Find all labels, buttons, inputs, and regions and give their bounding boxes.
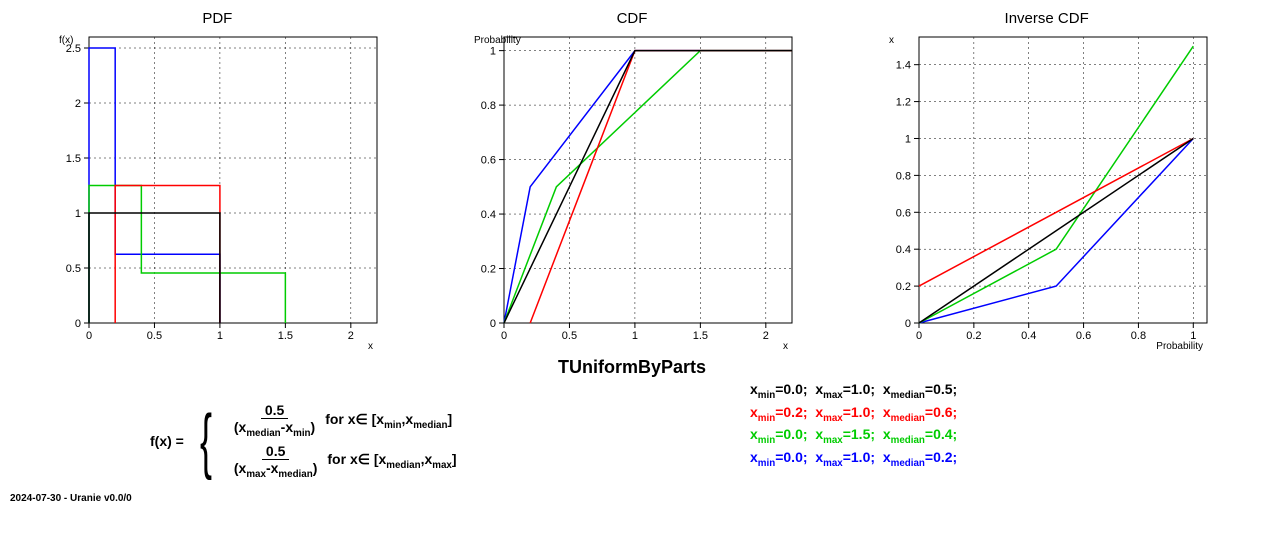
svg-text:0.6: 0.6 xyxy=(895,207,910,219)
svg-text:0.5: 0.5 xyxy=(147,330,162,342)
param-row-green: xmin=0.0; xmax=1.5; xmedian=0.4; xyxy=(750,425,957,448)
panel-cdf-title: CDF xyxy=(462,10,802,27)
svg-text:0.2: 0.2 xyxy=(481,264,496,276)
svg-text:0.4: 0.4 xyxy=(1021,330,1036,342)
svg-text:0: 0 xyxy=(916,330,922,342)
svg-text:0.8: 0.8 xyxy=(481,100,496,112)
param-row-red: xmin=0.2; xmax=1.0; xmedian=0.6; xyxy=(750,403,957,426)
panel-icdf: Inverse CDF 0 0.2 0.4 0.6 0.8 1 0 0.2 0.4 0.6 0.8 1… xyxy=(877,10,1217,351)
bottom-region: f(x) = { 0.5 (xmedian-xmin) for x∈ [xmin… xyxy=(0,378,1264,508)
formula-lhs: f(x) = xyxy=(150,433,184,449)
svg-text:0.5: 0.5 xyxy=(562,330,577,342)
panel-cdf: CDF 00.511.5200.20.40.60.81Probabilityx xyxy=(462,10,802,351)
params-legend: xmin=0.0; xmax=1.0; xmedian=0.5;xmin=0.2… xyxy=(750,380,957,470)
svg-text:x: x xyxy=(783,341,788,351)
panel-pdf-plot: 00.511.5200.511.522.5f(x)x xyxy=(47,31,387,351)
formula-case1-den: (xmedian-xmin) xyxy=(230,419,319,439)
formula-case1-cond: for x∈ [xmin,xmedian] xyxy=(325,411,452,431)
panel-icdf-plot: 00.20.40.60.8100.20.40.60.811.21.4xProba… xyxy=(877,31,1217,351)
svg-text:1.5: 1.5 xyxy=(278,330,293,342)
formula-case2: 0.5 (xmax-xmedian) for x∈ [xmedian,xmax] xyxy=(224,443,457,480)
formula-case2-den: (xmax-xmedian) xyxy=(230,460,322,480)
svg-text:Probability: Probability xyxy=(474,35,521,46)
svg-text:0: 0 xyxy=(905,318,911,330)
param-row-black: xmin=0.0; xmax=1.0; xmedian=0.5; xyxy=(750,380,957,403)
svg-text:f(x): f(x) xyxy=(59,35,73,46)
svg-text:2: 2 xyxy=(75,98,81,110)
svg-text:0.2: 0.2 xyxy=(966,330,981,342)
formula: f(x) = { 0.5 (xmedian-xmin) for x∈ [xmin… xyxy=(150,398,457,484)
formula-brace: { xyxy=(200,411,212,471)
svg-text:0: 0 xyxy=(490,318,496,330)
svg-text:1: 1 xyxy=(75,208,81,220)
svg-text:0: 0 xyxy=(86,330,92,342)
svg-text:1: 1 xyxy=(490,46,496,58)
svg-text:1.4: 1.4 xyxy=(895,60,910,72)
svg-text:0: 0 xyxy=(501,330,507,342)
formula-case2-num: 0.5 xyxy=(262,443,289,460)
formula-case1-frac: 0.5 (xmedian-xmin) xyxy=(230,402,319,439)
svg-text:0.2: 0.2 xyxy=(895,281,910,293)
footer: 2024-07-30 - Uranie v0.0/0 xyxy=(10,493,132,504)
svg-text:2: 2 xyxy=(348,330,354,342)
svg-text:0.6: 0.6 xyxy=(1076,330,1091,342)
panel-icdf-title: Inverse CDF xyxy=(877,10,1217,27)
panels-row: PDF 00.511.5200.511.522.5f(x)x CDF 00.51… xyxy=(0,0,1264,351)
svg-text:1.2: 1.2 xyxy=(895,97,910,109)
svg-text:x: x xyxy=(889,35,894,46)
param-row-blue: xmin=0.0; xmax=1.0; xmedian=0.2; xyxy=(750,448,957,471)
formula-case2-frac: 0.5 (xmax-xmedian) xyxy=(230,443,322,480)
formula-case2-cond: for x∈ [xmedian,xmax] xyxy=(327,451,456,471)
svg-text:1: 1 xyxy=(632,330,638,342)
svg-text:1.5: 1.5 xyxy=(693,330,708,342)
main-title: TUniformByParts xyxy=(0,357,1264,378)
svg-text:0.5: 0.5 xyxy=(66,263,81,275)
panel-pdf-title: PDF xyxy=(47,10,387,27)
svg-text:Probability: Probability xyxy=(1156,341,1203,351)
svg-text:1: 1 xyxy=(905,133,911,145)
svg-text:x: x xyxy=(368,341,373,351)
svg-text:0.8: 0.8 xyxy=(895,170,910,182)
svg-text:1: 1 xyxy=(217,330,223,342)
svg-text:0.4: 0.4 xyxy=(895,244,910,256)
formula-case1-num: 0.5 xyxy=(261,402,288,419)
svg-text:2: 2 xyxy=(763,330,769,342)
panel-cdf-plot: 00.511.5200.20.40.60.81Probabilityx xyxy=(462,31,802,351)
formula-case1: 0.5 (xmedian-xmin) for x∈ [xmin,xmedian] xyxy=(224,402,457,439)
svg-text:0.8: 0.8 xyxy=(1130,330,1145,342)
svg-text:0: 0 xyxy=(75,318,81,330)
panel-pdf: PDF 00.511.5200.511.522.5f(x)x xyxy=(47,10,387,351)
formula-cases: 0.5 (xmedian-xmin) for x∈ [xmin,xmedian]… xyxy=(224,398,457,484)
svg-text:0.4: 0.4 xyxy=(481,209,496,221)
svg-text:0.6: 0.6 xyxy=(481,155,496,167)
svg-text:1.5: 1.5 xyxy=(66,153,81,165)
